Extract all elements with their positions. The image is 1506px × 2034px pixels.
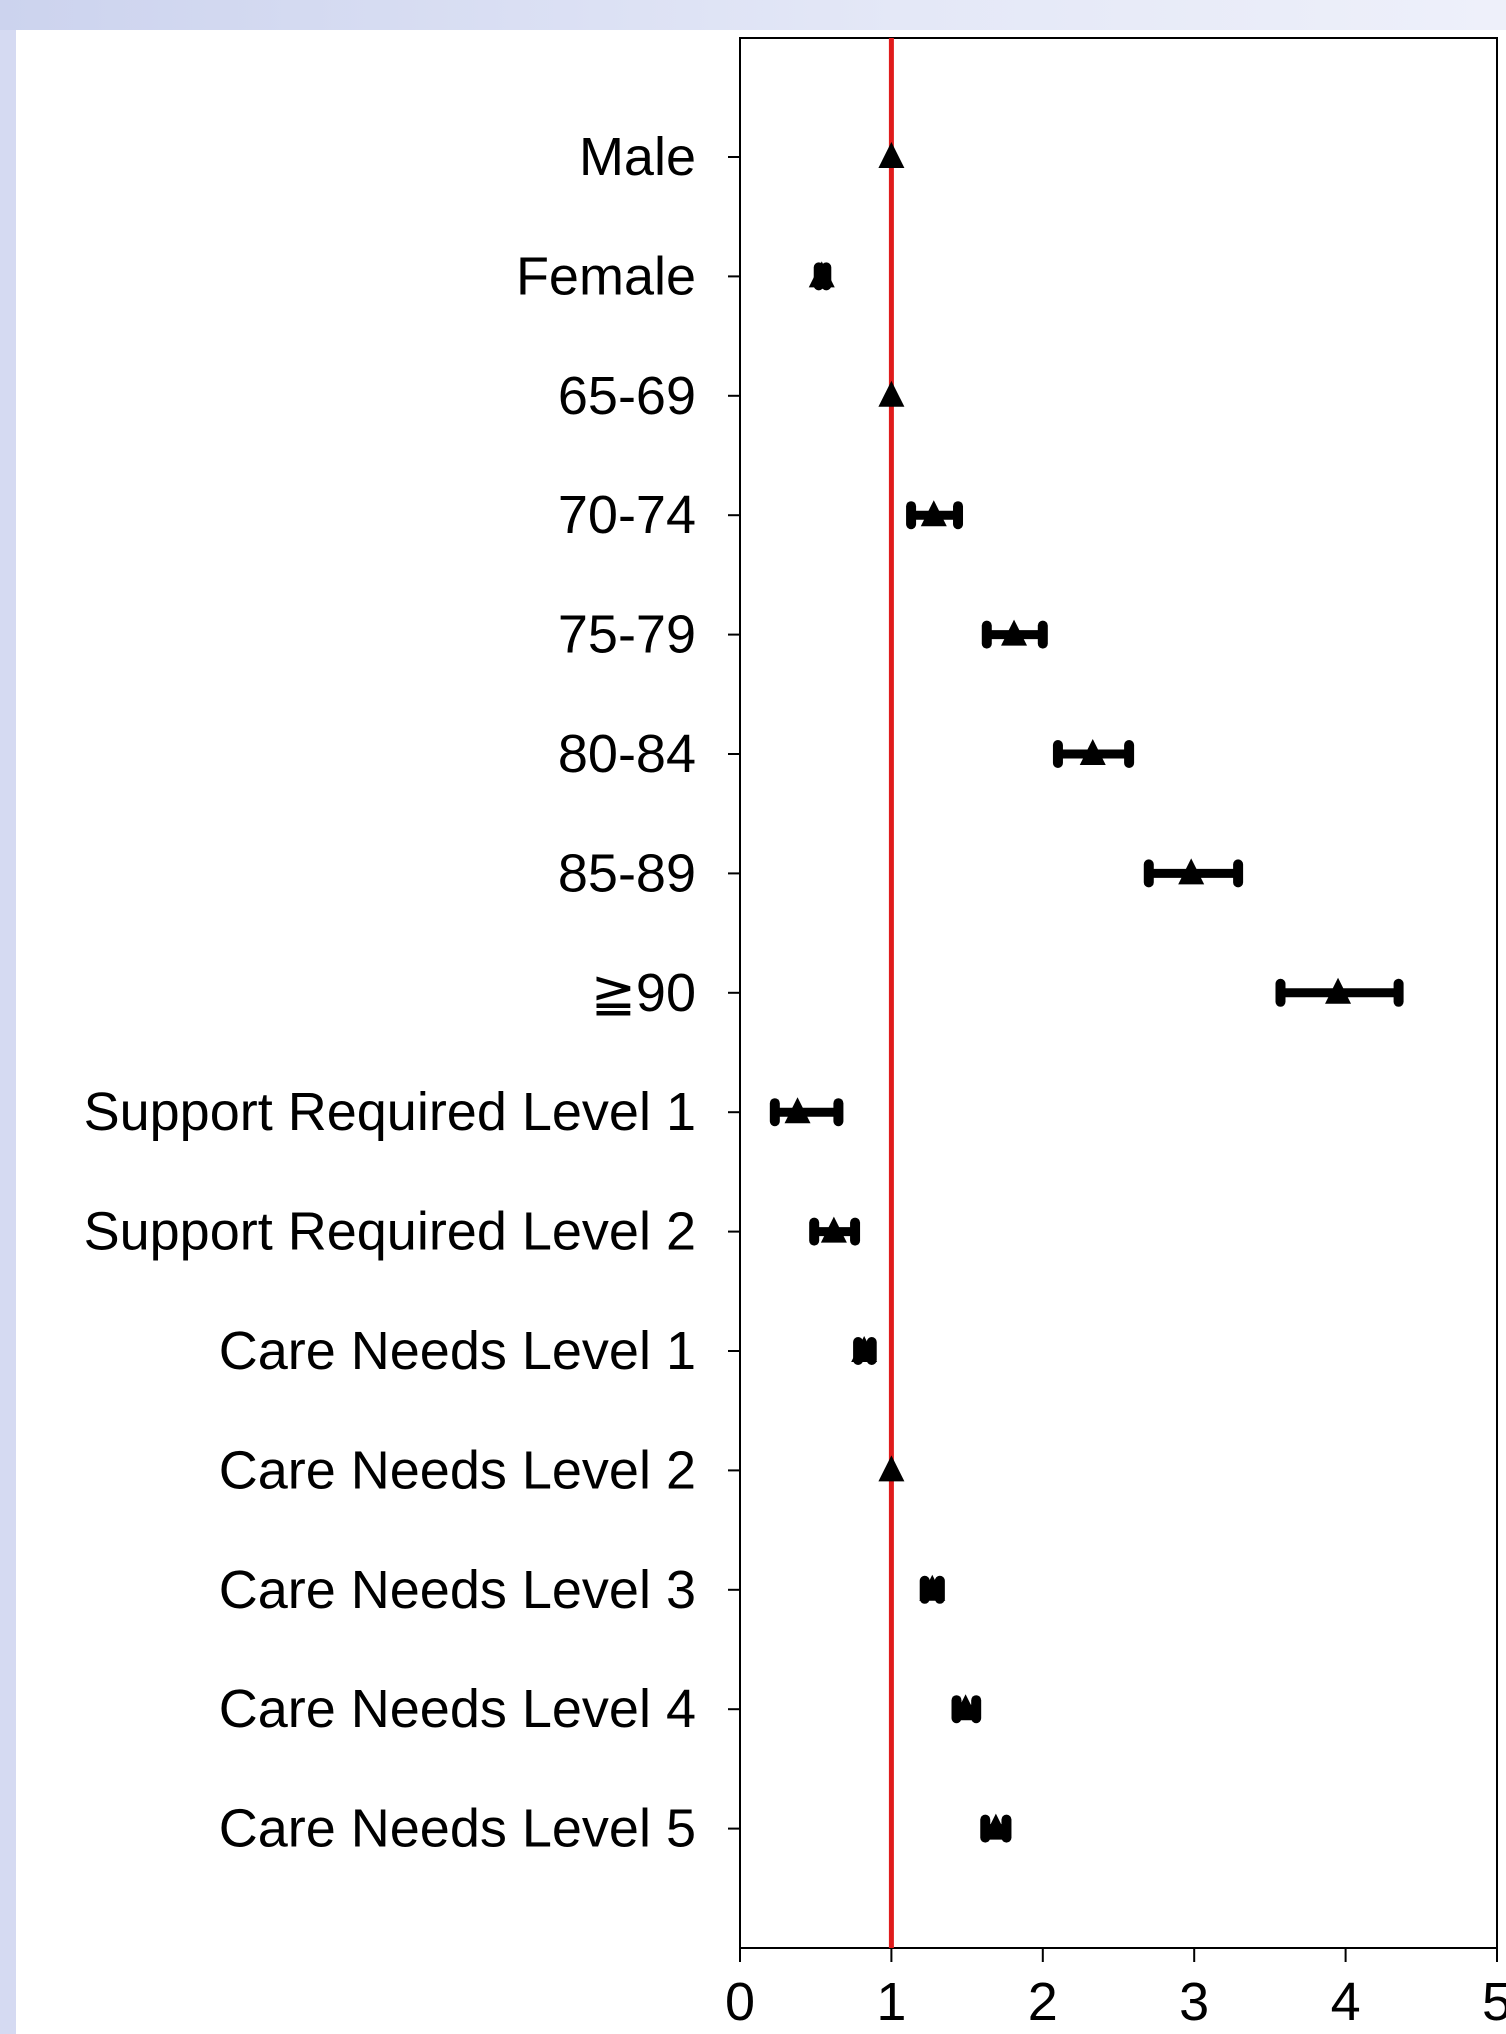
point-estimate bbox=[919, 1574, 946, 1601]
row-label: 65-69 bbox=[558, 366, 696, 426]
x-tick-labels: 0 1 2 3 4 5 bbox=[725, 1972, 1506, 2032]
point-estimate bbox=[851, 1336, 878, 1362]
point-estimate bbox=[878, 1455, 905, 1482]
ci-cap bbox=[1124, 740, 1135, 768]
point-estimate bbox=[878, 380, 905, 407]
point-estimate bbox=[982, 1813, 1009, 1840]
ci-cap bbox=[809, 1217, 820, 1246]
top-band bbox=[0, 0, 1506, 30]
ci-cap bbox=[1143, 859, 1154, 888]
x-tick-label: 2 bbox=[1028, 1972, 1058, 2032]
ci-cap bbox=[850, 1217, 861, 1246]
row-label: Support Required Level 1 bbox=[84, 1082, 696, 1142]
x-tick-label: 0 bbox=[725, 1972, 755, 2032]
ci-cap bbox=[769, 1098, 780, 1127]
ci-cap bbox=[1393, 978, 1404, 1007]
row-label: Male bbox=[579, 127, 696, 187]
point-estimate bbox=[952, 1694, 979, 1721]
ci-cap bbox=[1275, 978, 1286, 1007]
row-labels: Male Female 65-69 70-74 75-79 80-84 85-89 ≧90 Su… bbox=[84, 127, 696, 1859]
point-estimate bbox=[878, 142, 905, 168]
point-estimate bbox=[1001, 619, 1028, 646]
row-label: 85-89 bbox=[558, 843, 696, 903]
row-label: Care Needs Level 2 bbox=[219, 1440, 696, 1500]
row-label: Care Needs Level 3 bbox=[219, 1560, 696, 1620]
slide-background bbox=[16, 30, 1506, 2034]
row-label: Care Needs Level 1 bbox=[219, 1321, 696, 1381]
point-estimate bbox=[920, 500, 947, 527]
ci-cap bbox=[1037, 620, 1048, 649]
x-tick-label: 1 bbox=[876, 1972, 906, 2032]
row-label: Care Needs Level 5 bbox=[219, 1799, 696, 1859]
point-estimate bbox=[1325, 977, 1352, 1004]
point-estimate bbox=[784, 1097, 811, 1124]
row-label: Female bbox=[516, 246, 696, 306]
row-label: 80-84 bbox=[558, 724, 696, 784]
x-tick-marks bbox=[739, 1948, 1498, 1962]
point-estimate bbox=[1178, 858, 1205, 885]
point-estimate bbox=[820, 1216, 847, 1243]
x-tick-label: 4 bbox=[1331, 1972, 1361, 2032]
row-label: 70-74 bbox=[558, 485, 696, 545]
ci-cap bbox=[1052, 740, 1063, 768]
ci-cap bbox=[1233, 859, 1244, 888]
row-label: ≧90 bbox=[591, 963, 696, 1023]
ci-cap bbox=[906, 501, 917, 530]
x-tick-label: 3 bbox=[1179, 1972, 1209, 2032]
row-label: Support Required Level 2 bbox=[84, 1202, 696, 1262]
y-tick-marks bbox=[728, 156, 740, 1830]
row-label: Care Needs Level 4 bbox=[219, 1679, 696, 1739]
ci-cap bbox=[981, 620, 992, 649]
plot-marks bbox=[769, 142, 1404, 1843]
row-label: 75-79 bbox=[558, 605, 696, 665]
point-estimate bbox=[808, 261, 835, 288]
point-estimate bbox=[1079, 739, 1106, 765]
ci-cap bbox=[833, 1098, 844, 1127]
ci-cap bbox=[953, 501, 964, 530]
x-tick-label: 5 bbox=[1482, 1972, 1506, 2032]
